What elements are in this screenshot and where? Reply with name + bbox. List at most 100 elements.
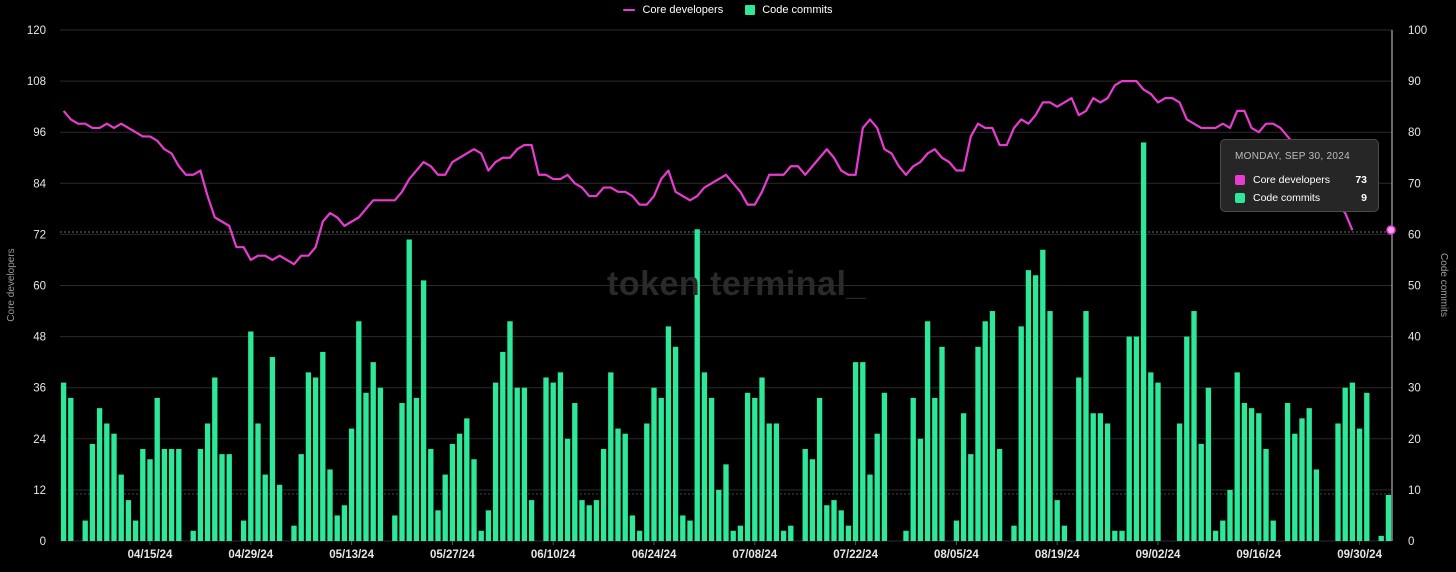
- bar: [975, 346, 981, 541]
- y-left-tick-label: 48: [33, 332, 46, 344]
- bar: [478, 530, 484, 541]
- bar: [809, 459, 816, 541]
- bar: [708, 397, 715, 541]
- bar: [276, 484, 283, 541]
- y-right-tick-label: 30: [1408, 383, 1421, 395]
- bar: [190, 530, 196, 541]
- bar: [140, 449, 146, 541]
- bar: [1047, 311, 1053, 541]
- bar: [773, 423, 780, 541]
- bar: [248, 331, 254, 541]
- bar: [132, 520, 139, 541]
- bar: [514, 387, 520, 541]
- bar: [161, 449, 168, 541]
- y-right-tick-label: 0: [1408, 536, 1414, 548]
- bar: [924, 321, 931, 541]
- bar: [1090, 413, 1096, 541]
- bar: [1284, 403, 1291, 541]
- bar: [939, 346, 945, 541]
- bar: [644, 423, 650, 541]
- tooltip-value: 73: [1355, 174, 1367, 186]
- bar: [1198, 443, 1204, 541]
- bar: [1349, 382, 1356, 541]
- y-left-tick-label: 108: [27, 76, 46, 88]
- bar: [1155, 382, 1161, 541]
- bar: [147, 459, 153, 541]
- y-right-tick-label: 20: [1408, 434, 1421, 446]
- bar: [377, 387, 384, 541]
- bar: [1306, 408, 1312, 541]
- bar: [82, 520, 88, 541]
- bar: [672, 346, 679, 541]
- bar: [780, 530, 787, 541]
- bar: [334, 515, 340, 541]
- bar: [1148, 372, 1154, 541]
- bar: [579, 500, 585, 541]
- bar: [521, 387, 528, 541]
- bar: [1263, 449, 1269, 541]
- x-tick-label: 09/30/24: [1337, 549, 1382, 561]
- bar: [572, 403, 578, 541]
- bar: [1299, 418, 1305, 541]
- bar: [1104, 423, 1111, 541]
- bar: [298, 454, 304, 541]
- code-commits-bars: [60, 142, 1392, 542]
- bar: [456, 433, 463, 541]
- bar: [1335, 423, 1341, 541]
- bar: [305, 372, 312, 541]
- bar: [543, 377, 549, 541]
- bar: [262, 474, 268, 541]
- x-tick-label: 06/24/24: [632, 549, 677, 561]
- legend-label: Core developers: [642, 4, 724, 16]
- bar: [428, 449, 434, 541]
- legend: Core developers Code commits: [0, 2, 1456, 18]
- bar: [500, 351, 506, 541]
- bar: [1205, 387, 1212, 541]
- bar: [687, 520, 693, 541]
- bar: [989, 311, 996, 541]
- bar: [348, 428, 355, 541]
- x-tick-label: 04/15/24: [128, 549, 173, 561]
- tooltip-label: Core developers: [1253, 174, 1331, 186]
- bar: [1133, 336, 1140, 541]
- bar: [622, 433, 628, 541]
- bar: [1112, 530, 1118, 541]
- y-left-tick-label: 120: [27, 25, 46, 37]
- bar: [118, 474, 124, 541]
- bar: [1184, 336, 1190, 541]
- bar: [1227, 489, 1233, 541]
- bar: [413, 397, 420, 541]
- bar: [917, 438, 924, 541]
- legend-item-core-developers[interactable]: Core developers: [623, 2, 723, 18]
- bar: [867, 474, 873, 541]
- bar: [399, 403, 405, 541]
- bar: [507, 321, 513, 541]
- tooltip-date: MONDAY, SEP 30, 2024: [1235, 151, 1350, 162]
- tooltip-value: 9: [1361, 192, 1367, 204]
- bar: [716, 489, 722, 541]
- bar: [845, 525, 852, 541]
- bar: [96, 408, 103, 541]
- bar: [701, 372, 708, 541]
- bar: [1220, 520, 1226, 541]
- y-right-tick-label: 80: [1408, 127, 1421, 139]
- bar: [269, 357, 276, 541]
- bar: [528, 500, 535, 541]
- bar: [1241, 403, 1248, 541]
- core-developers-line: [62, 80, 1354, 266]
- bar: [903, 530, 909, 541]
- y-left-tick-label: 24: [33, 434, 46, 446]
- legend-item-code-commits[interactable]: Code commits: [745, 2, 833, 18]
- bar: [564, 438, 571, 541]
- bar: [406, 239, 412, 541]
- y-left-tick-label: 72: [33, 229, 46, 241]
- bar: [1032, 275, 1039, 541]
- bar: [860, 362, 866, 541]
- bar: [1378, 535, 1384, 541]
- bar: [197, 449, 204, 541]
- bar: [881, 392, 888, 541]
- bar: [852, 362, 859, 541]
- bar: [816, 397, 823, 541]
- bar: [1097, 413, 1104, 541]
